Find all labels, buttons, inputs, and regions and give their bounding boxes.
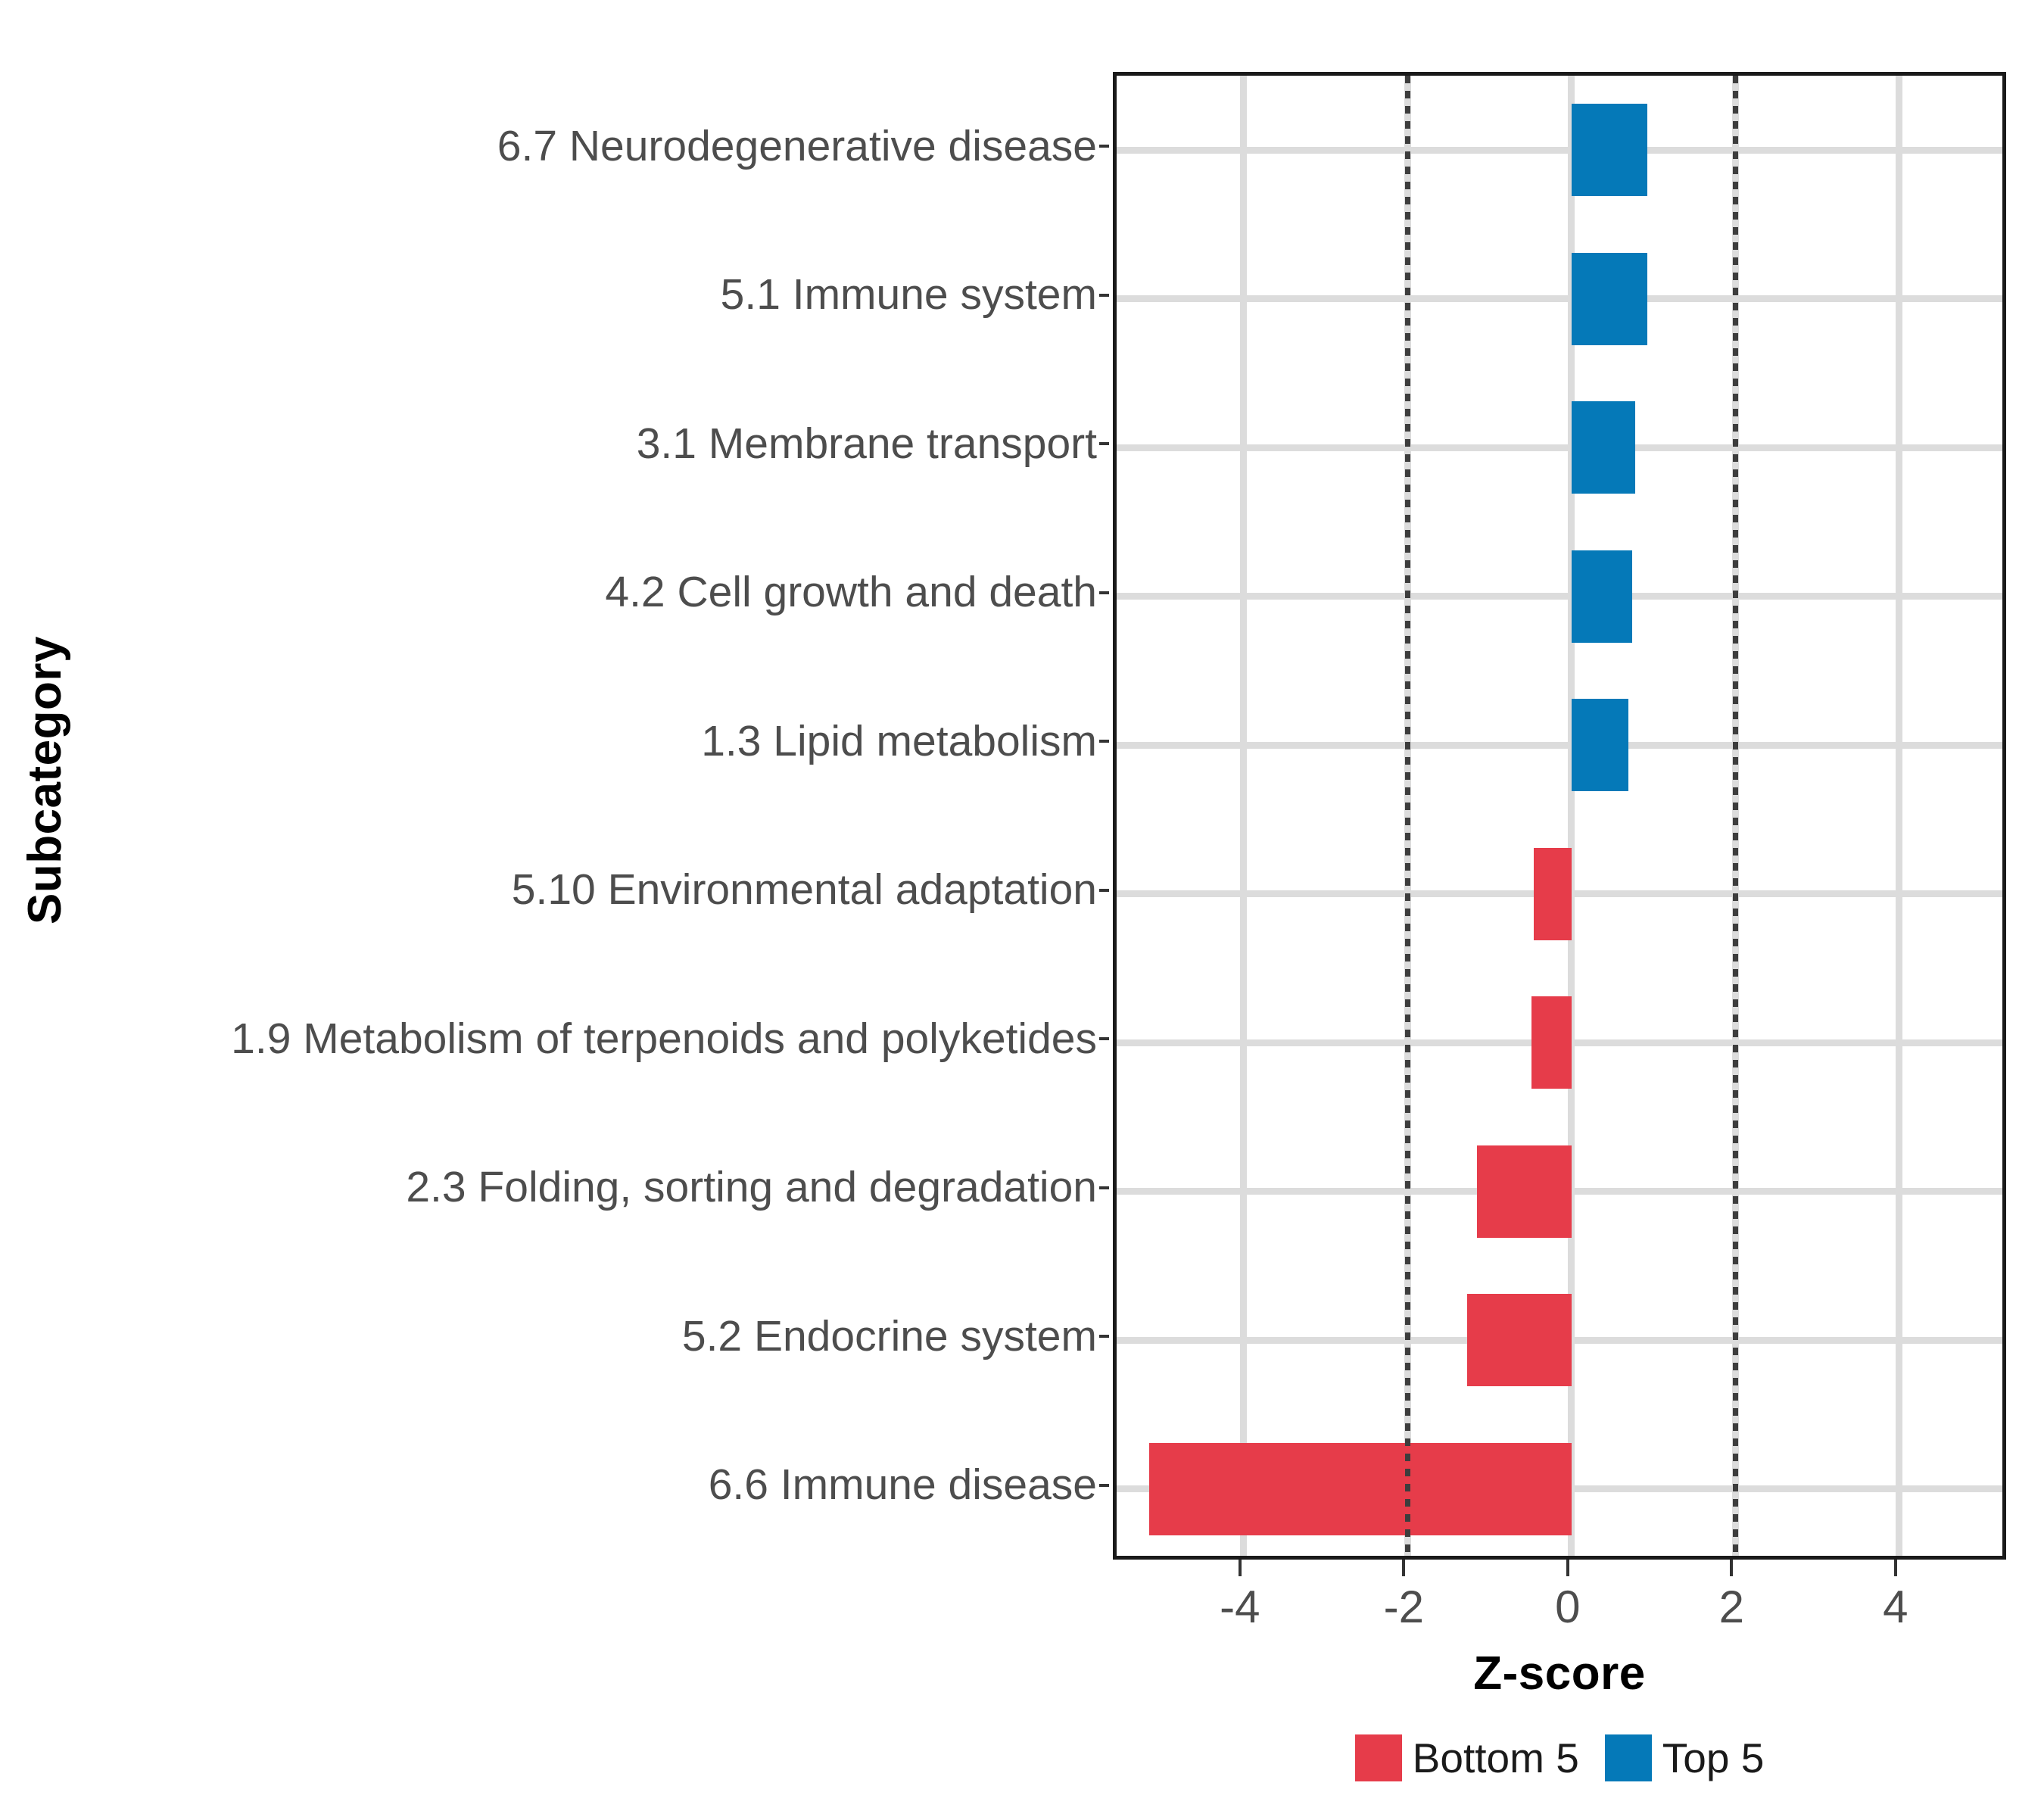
x-axis-tick-mark bbox=[1893, 1560, 1897, 1576]
bar bbox=[1531, 996, 1572, 1089]
y-axis-tick-label: 1.3 Lipid metabolism bbox=[701, 716, 1097, 765]
horizontal-gridline bbox=[1117, 146, 2002, 154]
vertical-gridline bbox=[1240, 76, 1248, 1556]
bar bbox=[1467, 1294, 1572, 1387]
x-axis-tick-label: -2 bbox=[1383, 1582, 1424, 1632]
horizontal-gridline bbox=[1117, 593, 2002, 600]
y-axis-tick-mark bbox=[1099, 1186, 1109, 1189]
y-axis-tick-mark bbox=[1099, 145, 1109, 148]
y-axis-tick-label: 6.7 Neurodegenerative disease bbox=[497, 121, 1097, 170]
horizontal-gridline bbox=[1117, 444, 2002, 451]
reference-line bbox=[1404, 76, 1410, 1556]
legend-entry[interactable]: Bottom 5 bbox=[1354, 1734, 1579, 1782]
y-axis-tick-mark bbox=[1099, 293, 1109, 297]
y-axis-tick-mark bbox=[1099, 1483, 1109, 1487]
x-axis-tick-label: 0 bbox=[1555, 1582, 1581, 1632]
bar bbox=[1571, 252, 1648, 345]
y-axis-tick-label: 6.6 Immune disease bbox=[708, 1460, 1097, 1510]
x-axis-tick-mark bbox=[1402, 1560, 1406, 1576]
vertical-gridline bbox=[1568, 76, 1575, 1556]
y-axis-tick-label: 4.2 Cell growth and death bbox=[605, 568, 1097, 617]
x-axis-tick-mark bbox=[1566, 1560, 1569, 1576]
y-axis-tick-mark bbox=[1099, 1037, 1109, 1041]
horizontal-gridline bbox=[1117, 741, 2002, 749]
bar bbox=[1571, 550, 1632, 643]
legend-label: Bottom 5 bbox=[1412, 1734, 1579, 1781]
x-axis-tick-label: -4 bbox=[1220, 1582, 1260, 1632]
horizontal-gridline bbox=[1117, 295, 2002, 303]
x-axis-tick-label: 2 bbox=[1718, 1582, 1745, 1632]
bar bbox=[1571, 104, 1648, 197]
x-axis-tick-mark bbox=[1730, 1560, 1734, 1576]
y-axis-tick-mark bbox=[1099, 442, 1109, 446]
legend-swatch-icon bbox=[1604, 1734, 1652, 1781]
y-axis-tick-mark bbox=[1099, 1335, 1109, 1339]
y-axis-tick-labels: 6.7 Neurodegenerative disease 5.1 Immune … bbox=[72, 72, 1109, 1560]
y-axis-tick-mark bbox=[1099, 591, 1109, 594]
chart-legend: Bottom 5 Top 5 bbox=[1113, 1734, 2006, 1782]
y-axis-tick-label: 1.9 Metabolism of terpenoids and polyket… bbox=[231, 1014, 1097, 1063]
y-axis-tick-label: 5.10 Environmental adaptation bbox=[511, 865, 1097, 915]
bar bbox=[1571, 699, 1628, 792]
y-axis-tick-label: 5.1 Immune system bbox=[720, 270, 1097, 319]
x-axis-tick-mark bbox=[1238, 1560, 1242, 1576]
legend-entry[interactable]: Top 5 bbox=[1604, 1734, 1765, 1782]
y-axis-tick-mark bbox=[1099, 888, 1109, 892]
y-axis-tick-label: 3.1 Membrane transport bbox=[636, 419, 1097, 468]
y-axis-title-text: Subcategory bbox=[19, 635, 72, 924]
y-axis-tick-label: 2.3 Folding, sorting and degradation bbox=[406, 1163, 1097, 1212]
x-axis-tick-label: 4 bbox=[1883, 1582, 1908, 1632]
legend-swatch-icon bbox=[1354, 1734, 1402, 1781]
bar bbox=[1149, 1442, 1572, 1535]
reference-line bbox=[1732, 76, 1738, 1556]
bar bbox=[1477, 1145, 1572, 1238]
plot-panel bbox=[1113, 72, 2006, 1560]
y-axis-tick-mark bbox=[1099, 740, 1109, 743]
x-axis-title: Z-score bbox=[1473, 1647, 1646, 1700]
x-axis: -4 -2 0 2 4 bbox=[1113, 1560, 2006, 1681]
bar bbox=[1534, 847, 1572, 940]
legend-label: Top 5 bbox=[1662, 1734, 1765, 1781]
vertical-gridline bbox=[1896, 76, 1903, 1556]
y-axis-tick-label: 5.2 Endocrine system bbox=[681, 1311, 1097, 1360]
bar bbox=[1571, 401, 1636, 494]
